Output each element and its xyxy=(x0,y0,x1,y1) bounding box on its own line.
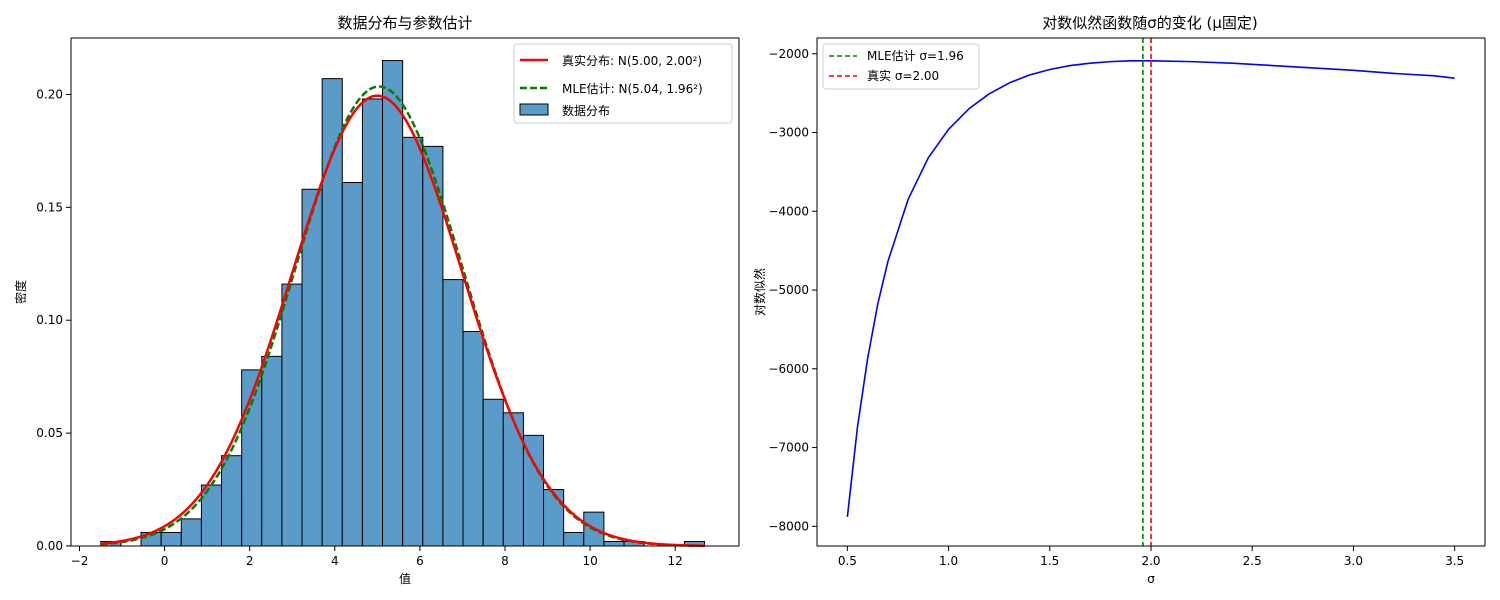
left-x-axis-label: 值 xyxy=(399,571,411,586)
left-legend: 真实分布: N(5.00, 2.00²) MLE估计: N(5.04, 1.96… xyxy=(513,43,733,124)
density-curves xyxy=(100,85,705,548)
histogram-bar xyxy=(281,283,303,547)
histogram-bar xyxy=(382,60,404,547)
y-tick-label: −3000 xyxy=(768,126,809,140)
histogram-bar xyxy=(200,484,223,547)
histogram-bar xyxy=(603,540,625,547)
left-legend-box xyxy=(513,43,733,124)
y-tick-label: 0.15 xyxy=(36,200,63,214)
right-chart-title: 对数似然函数随σ的变化 (μ固定) xyxy=(1042,14,1258,32)
x-tick-label: 0 xyxy=(161,554,169,568)
y-tick-label: 0.00 xyxy=(36,539,63,553)
histogram-bar xyxy=(261,355,283,547)
histogram-panel: 数据分布与参数估计 −2 0 2 4 6 8 10 12 0.000.050.100.150.… xyxy=(13,14,740,586)
histogram-bar xyxy=(462,331,484,547)
right-x-ticks: 0.5 1.0 1.5 2.0 2.5 3.0 3.5 xyxy=(838,546,1464,568)
y-tick-label: −6000 xyxy=(768,362,809,376)
histogram-bar xyxy=(563,531,585,547)
left-x-ticks: −2 0 2 4 6 8 10 12 xyxy=(71,546,683,568)
reference-vlines xyxy=(1142,38,1152,546)
right-legend-box xyxy=(822,43,980,90)
x-tick-label: 3.0 xyxy=(1344,554,1363,568)
x-tick-label: 2.5 xyxy=(1243,554,1262,568)
histogram-bar xyxy=(482,398,504,547)
y-tick-label: −4000 xyxy=(768,204,809,218)
x-tick-label: 1.0 xyxy=(939,554,958,568)
histogram-bar xyxy=(422,145,444,547)
legend-true-sigma-label: 真实 σ=2.00 xyxy=(867,68,939,83)
x-tick-label: 2.0 xyxy=(1141,554,1160,568)
histogram-bar xyxy=(543,489,565,547)
legend-mle-label: MLE估计: N(5.04, 1.96²) xyxy=(562,82,703,96)
x-tick-label: 6 xyxy=(416,554,424,568)
x-tick-label: 12 xyxy=(668,554,683,568)
legend-hist-label: 数据分布 xyxy=(562,103,610,118)
histogram-bar xyxy=(301,188,323,547)
x-tick-label: −2 xyxy=(71,554,89,568)
histogram-bar xyxy=(160,531,182,547)
y-tick-label: −7000 xyxy=(768,441,809,455)
y-tick-label: −8000 xyxy=(768,519,809,533)
y-tick-label: 0.05 xyxy=(36,426,63,440)
x-tick-label: 1.5 xyxy=(1040,554,1059,568)
histogram-bar xyxy=(442,279,464,547)
histogram-bar xyxy=(361,98,384,547)
x-tick-label: 8 xyxy=(501,554,509,568)
true-distribution-curve xyxy=(100,94,705,547)
x-tick-label: 4 xyxy=(331,554,339,568)
x-tick-label: 10 xyxy=(582,554,597,568)
log-likelihood-line xyxy=(846,60,1455,517)
right-y-ticks: −8000 −7000 −6000 −5000 −4000 −3000 −2000 xyxy=(768,47,817,533)
x-tick-label: 2 xyxy=(246,554,254,568)
right-y-axis-label: 对数似然 xyxy=(752,268,767,316)
histogram-bars xyxy=(100,60,706,547)
y-tick-label: −5000 xyxy=(768,283,809,297)
right-legend: MLE估计 σ=1.96 真实 σ=2.00 xyxy=(822,43,980,90)
y-tick-label: 0.10 xyxy=(36,313,63,327)
left-y-ticks: 0.00 0.05 0.10 0.15 0.20 xyxy=(36,87,71,553)
histogram-bar xyxy=(321,78,343,547)
right-x-axis-label: σ xyxy=(1147,572,1155,586)
histogram-bar xyxy=(180,518,202,547)
likelihood-curve xyxy=(846,60,1455,517)
left-y-axis-label: 密度 xyxy=(13,280,28,304)
y-tick-label: −2000 xyxy=(768,47,809,61)
histogram-bar xyxy=(502,412,524,547)
legend-true-label: 真实分布: N(5.00, 2.00²) xyxy=(562,53,702,68)
histogram-bar xyxy=(221,455,243,547)
x-tick-label: 3.5 xyxy=(1445,554,1464,568)
y-tick-label: 0.20 xyxy=(36,87,63,101)
left-plot-frame xyxy=(70,37,740,547)
likelihood-panel: 对数似然函数随σ的变化 (μ固定) 0.5 1.0 1.5 2.0 2.5 3.0 3.5 … xyxy=(752,14,1486,586)
legend-mle-sigma-label: MLE估计 σ=1.96 xyxy=(867,49,964,63)
histogram-bar xyxy=(341,181,363,547)
legend-hist-swatch xyxy=(519,103,549,116)
x-tick-label: 0.5 xyxy=(838,554,857,568)
histogram-bar xyxy=(402,136,424,547)
left-chart-title: 数据分布与参数估计 xyxy=(337,14,472,32)
